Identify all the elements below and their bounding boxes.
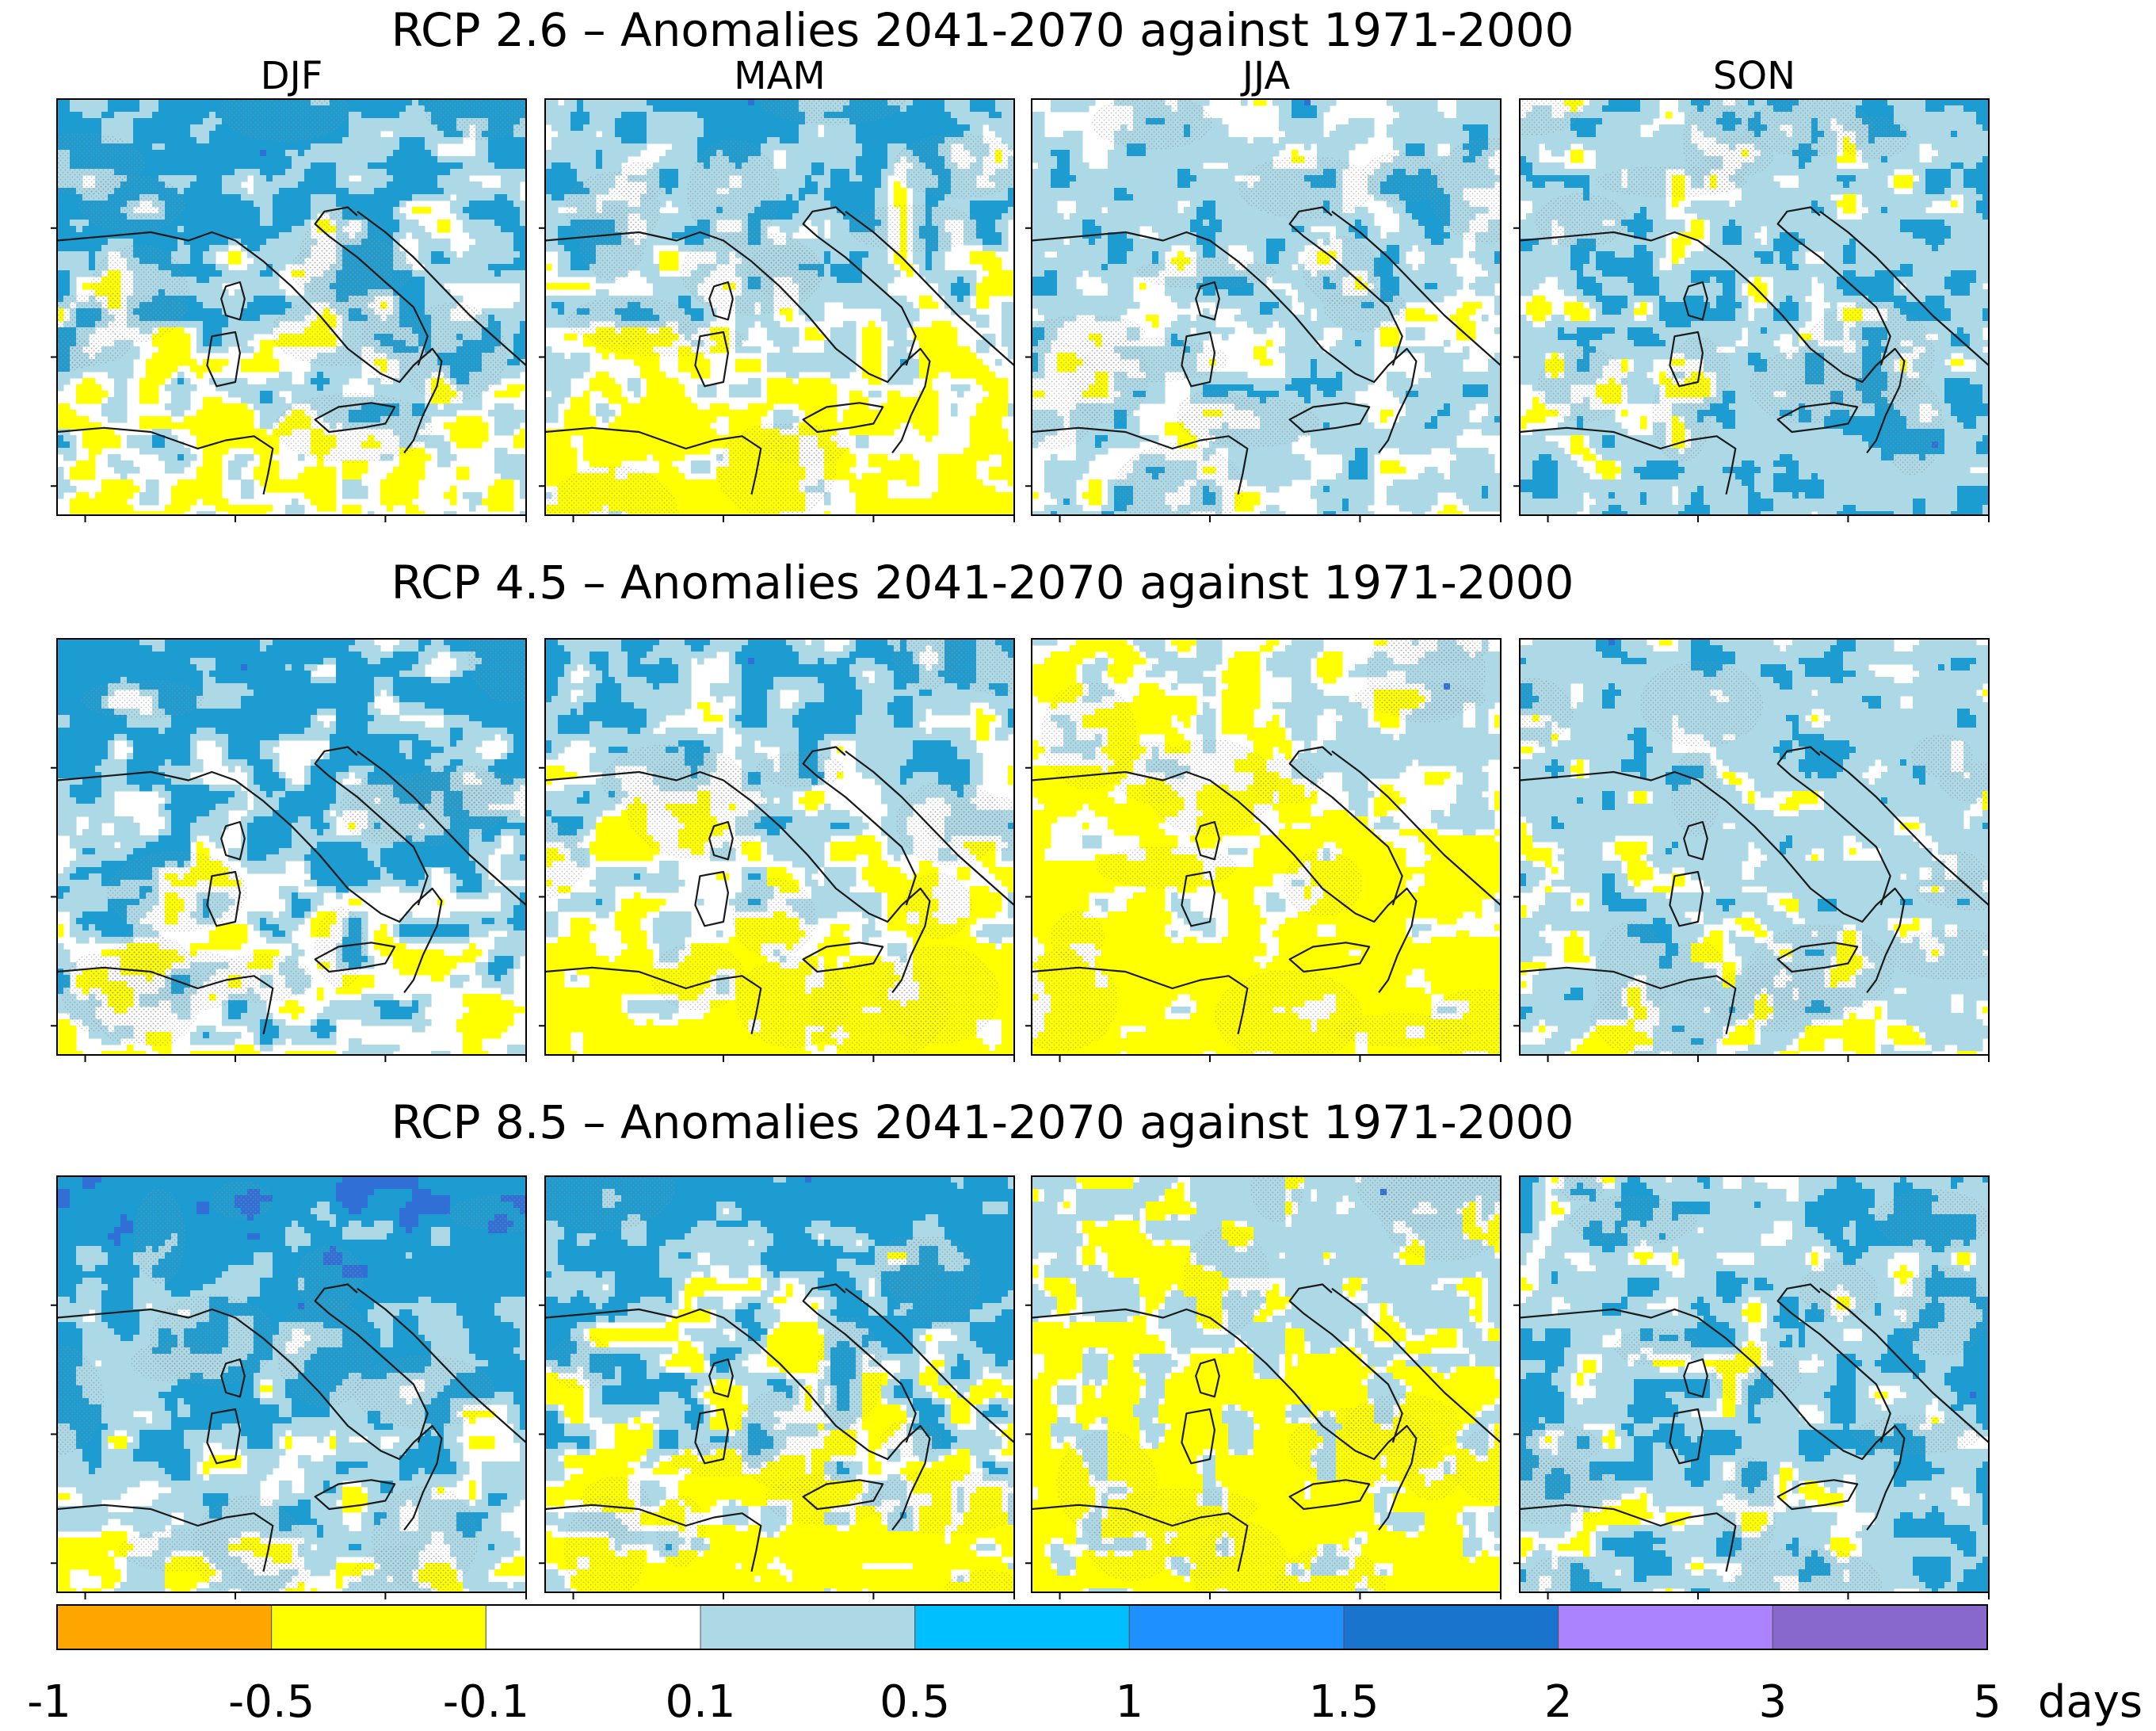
panel-title: RCP 4.5 – Anomalies 2041-2070 against 19…: [391, 556, 1574, 609]
panel-title: RCP 2.6 – Anomalies 2041-2070 against 19…: [391, 3, 1574, 57]
map-panels: [51, 98, 1990, 1599]
row-titles: RCP 2.6 – Anomalies 2041-2070 against 19…: [391, 3, 1574, 1149]
map-panel-son: [1513, 1175, 1990, 1599]
map-panel-jja: [1025, 98, 1502, 522]
season-label: JJA: [1240, 54, 1290, 98]
map-panel-djf: [51, 98, 527, 522]
colorbar-bin: [1343, 1604, 1559, 1650]
colorbar-tick-label: 3: [1759, 1676, 1788, 1728]
colorbar-bin: [271, 1604, 487, 1650]
colorbar-tick-label: 0.5: [880, 1676, 950, 1728]
colorbar-tick-label: 5: [1973, 1676, 2001, 1728]
colorbar-unit-label: days: [2038, 1676, 2143, 1728]
map-panel-son: [1513, 638, 1990, 1062]
map-panel-djf: [51, 638, 527, 1062]
map-panel-mam: [539, 98, 1015, 522]
season-label: SON: [1713, 54, 1795, 98]
colorbar-tick-label: -0.1: [443, 1676, 529, 1728]
colorbar-bin: [1128, 1604, 1345, 1650]
map-panel-mam: [539, 638, 1015, 1062]
season-label: MAM: [734, 54, 826, 98]
map-panel-jja: [1025, 638, 1502, 1062]
colorbar-bin: [485, 1604, 701, 1650]
colorbar-tick-label: -0.5: [228, 1676, 315, 1728]
colorbar-bin: [914, 1604, 1130, 1650]
colorbar-bin: [1772, 1604, 1988, 1650]
map-panel-son: [1513, 98, 1990, 522]
map-panel-djf: [51, 1175, 527, 1599]
colorbar-bin: [1558, 1604, 1773, 1650]
panel-title: RCP 8.5 – Anomalies 2041-2070 against 19…: [391, 1095, 1574, 1149]
colorbar-tick-label: 2: [1544, 1676, 1573, 1728]
colorbar-bin: [56, 1604, 273, 1650]
colorbar-tick-label: 1.5: [1308, 1676, 1379, 1728]
colorbar-tick-label: 0.1: [665, 1676, 735, 1728]
colorbar: -1 -0.5 -0.1 0.1 0.5 1 1.5 2 3 5 days: [27, 1604, 2143, 1728]
colorbar-bin: [700, 1604, 916, 1650]
map-panel-jja: [1025, 1175, 1502, 1599]
season-label: DJF: [261, 54, 323, 98]
colorbar-tick-label: -1: [27, 1676, 71, 1728]
map-panel-mam: [539, 1175, 1015, 1599]
colorbar-tick-label: 1: [1116, 1676, 1144, 1728]
season-labels: DJF MAM JJA SON: [261, 54, 1795, 98]
